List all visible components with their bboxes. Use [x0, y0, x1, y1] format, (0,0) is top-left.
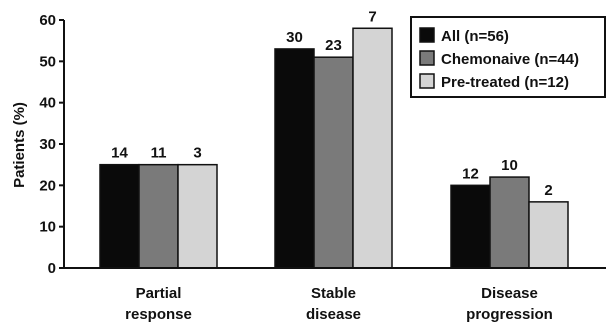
- y-tick-label: 60: [39, 12, 56, 29]
- y-axis: 0 10 20 30 40 50 60: [39, 12, 65, 277]
- y-tick-label: 30: [39, 136, 56, 153]
- x-category-label: Partial: [136, 285, 182, 302]
- bar: [138, 163, 179, 269]
- x-category-label: response: [125, 306, 192, 323]
- bar: [352, 27, 393, 269]
- x-category-label: Disease: [481, 285, 538, 302]
- bar: [177, 163, 218, 269]
- y-tick-label: 0: [48, 260, 56, 277]
- legend: All (n=56) Chemonaive (n=44) Pre-treated (…: [410, 16, 606, 98]
- legend-label: All (n=56): [441, 28, 509, 45]
- bar: [99, 163, 140, 269]
- x-category-label: disease: [306, 306, 361, 323]
- bar-data-label: 11: [151, 145, 167, 162]
- bar: [489, 176, 530, 269]
- y-tick-label: 50: [39, 53, 56, 70]
- bar-data-label: 14: [111, 145, 128, 162]
- bar-data-label: 3: [193, 145, 201, 162]
- bar-data-label: 10: [501, 157, 518, 174]
- bar-data-label: 2: [544, 182, 552, 199]
- x-category-label: progression: [466, 306, 553, 323]
- data-labels-group: 14 30 12 11 23 10 3 7 2: [111, 8, 553, 199]
- legend-label: Pre-treated (n=12): [441, 74, 569, 91]
- legend-label: Chemonaive (n=44): [441, 51, 579, 68]
- bar: [450, 184, 491, 269]
- x-category-label: Stable: [311, 285, 356, 302]
- legend-swatch: [419, 50, 435, 66]
- bars-group: [99, 27, 569, 269]
- legend-swatch: [419, 73, 435, 89]
- bar: [313, 56, 354, 269]
- bar-data-label: 30: [286, 29, 303, 46]
- x-axis: Partial response Stable disease Disease progr…: [59, 267, 606, 323]
- bar-data-label: 23: [325, 37, 342, 54]
- bar: [528, 201, 569, 269]
- y-tick-label: 20: [39, 177, 56, 194]
- bar-data-label: 7: [368, 8, 376, 25]
- y-tick-label: 10: [39, 219, 56, 236]
- bar: [274, 48, 315, 269]
- y-axis-title: Patients (%): [11, 102, 28, 188]
- legend-box: [410, 16, 606, 98]
- bar-data-label: 12: [462, 165, 479, 182]
- legend-swatch: [419, 27, 435, 43]
- y-tick-label: 40: [39, 95, 56, 112]
